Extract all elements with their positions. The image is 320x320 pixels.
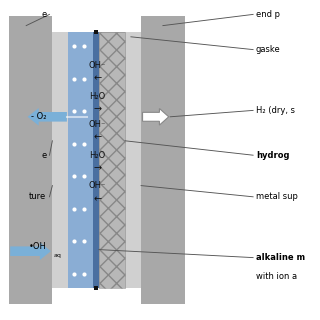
Text: →: → [93, 163, 101, 173]
Bar [99, 32, 125, 288]
Text: ←: ← [93, 73, 101, 84]
Text: e: e [41, 151, 46, 160]
Text: ture: ture [29, 192, 46, 201]
Bar [125, 32, 141, 288]
Bar [52, 32, 68, 288]
FancyArrow shape [10, 243, 51, 260]
Text: •OH: •OH [29, 242, 46, 251]
Text: OH⁻: OH⁻ [89, 181, 106, 190]
Bar [94, 30, 98, 34]
Text: with ion a: with ion a [256, 272, 297, 281]
Text: H₂ (dry, s: H₂ (dry, s [256, 106, 295, 115]
Bar [141, 16, 185, 304]
Bar [93, 32, 99, 288]
Text: ←: ← [93, 194, 101, 204]
Text: metal sup: metal sup [256, 192, 298, 201]
Text: OH⁻: OH⁻ [89, 120, 106, 129]
Text: alkaline m: alkaline m [256, 253, 305, 262]
Text: ←: ← [93, 132, 101, 143]
Text: OH⁻: OH⁻ [89, 61, 106, 70]
Text: H₂O: H₂O [89, 151, 106, 160]
Text: H₂O: H₂O [89, 92, 106, 100]
Text: hydrog: hydrog [256, 151, 290, 160]
Bar [9, 16, 52, 304]
FancyArrow shape [142, 108, 169, 125]
Bar [99, 32, 125, 288]
Text: e: e [41, 10, 46, 19]
Bar [68, 32, 93, 288]
Text: →: → [93, 104, 101, 114]
Text: aq: aq [54, 253, 62, 259]
FancyArrow shape [28, 108, 67, 126]
Text: end p: end p [256, 10, 280, 19]
Text: gaske: gaske [256, 45, 281, 54]
Text: - O₂: - O₂ [31, 112, 46, 121]
Bar [94, 286, 98, 290]
